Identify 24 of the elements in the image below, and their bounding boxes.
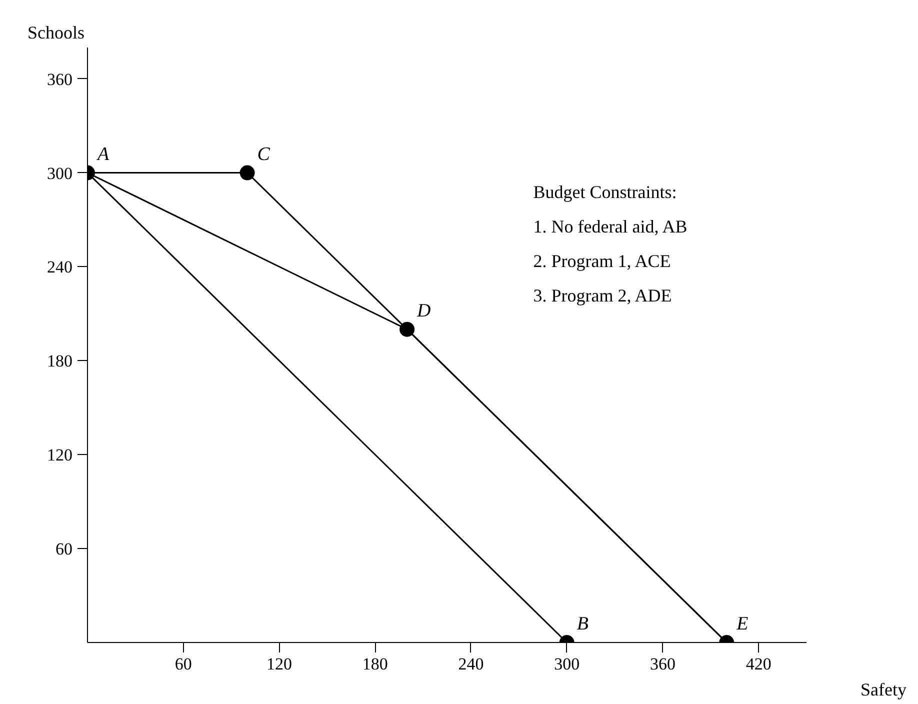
annotation: 3. Program 2, ADE <box>533 286 672 306</box>
annotation: E <box>736 614 749 634</box>
x-tick-label: 240 <box>458 654 484 674</box>
x-tick-label: 300 <box>554 654 580 674</box>
y-tick-label: 240 <box>47 258 72 277</box>
x-tick-label: 360 <box>650 654 676 674</box>
annotation: D <box>416 300 432 322</box>
x-tick-label: 420 <box>746 654 772 674</box>
x-tick-label: 120 <box>266 654 292 674</box>
y-tick-label: 120 <box>47 446 72 465</box>
y-tick-label: 180 <box>47 352 72 371</box>
annotation: C <box>257 144 270 165</box>
annotation: Budget Constraints: <box>533 182 677 202</box>
y-tick-label: 360 <box>47 70 72 89</box>
annotation: A <box>96 144 110 165</box>
x-axis-title: Safety <box>860 680 906 700</box>
x-tick-label: 180 <box>362 654 388 674</box>
annotation: 1. No federal aid, AB <box>533 216 688 237</box>
x-tick-label: 60 <box>174 654 192 674</box>
annotation: 2. Program 1, ACE <box>533 251 671 272</box>
y-axis-title: Schools <box>28 22 85 42</box>
y-tick-label: 60 <box>56 540 72 559</box>
annotation: B <box>576 614 589 634</box>
y-tick-label: 300 <box>47 164 72 183</box>
